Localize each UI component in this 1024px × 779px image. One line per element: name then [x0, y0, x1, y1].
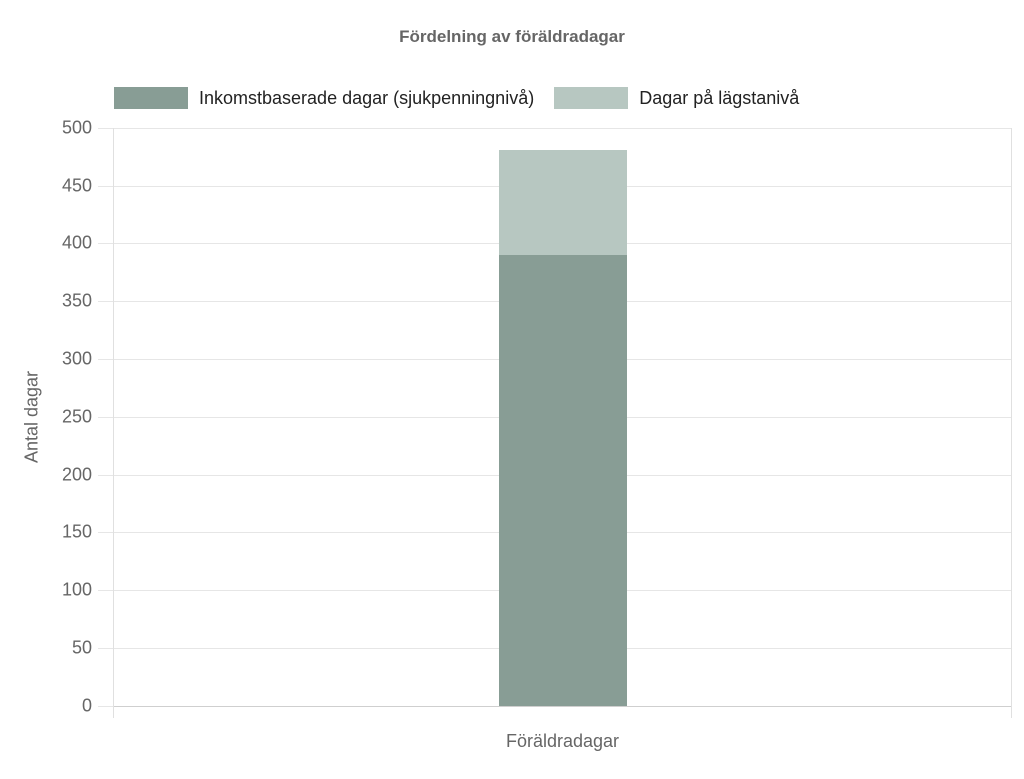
y-axis-line	[113, 128, 114, 718]
tick-mark	[98, 128, 113, 129]
legend-item-income-based[interactable]: Inkomstbaserade dagar (sjukpenningnivå)	[114, 87, 534, 109]
y-tick-label: 250	[61, 406, 92, 427]
legend-swatch-minimum-level	[554, 87, 629, 109]
plot-area	[113, 128, 1012, 718]
tick-mark	[98, 417, 113, 418]
legend-swatch-income-based	[114, 87, 188, 109]
legend-label-income-based: Inkomstbaserade dagar (sjukpenningnivå)	[199, 87, 535, 108]
legend-item-minimum-level[interactable]: Dagar på lägstanivå	[554, 87, 799, 109]
y-tick-label: 450	[61, 175, 92, 196]
legend-label-minimum-level: Dagar på lägstanivå	[639, 87, 800, 108]
gridline	[113, 128, 1012, 129]
legend: Inkomstbaserade dagar (sjukpenningnivå) …	[114, 87, 819, 109]
y-tick-label: 400	[61, 232, 92, 253]
y-tick-label: 350	[61, 290, 92, 311]
tick-mark	[98, 359, 113, 360]
tick-mark	[98, 590, 113, 591]
tick-mark	[98, 186, 113, 187]
tick-mark	[98, 532, 113, 533]
tick-mark	[98, 301, 113, 302]
y-tick-label: 0	[81, 695, 92, 716]
y-tick-label: 200	[61, 464, 92, 485]
chart-title: Fördelning av föräldradagar	[399, 27, 625, 46]
y-tick-label: 50	[71, 637, 92, 658]
tick-mark	[98, 475, 113, 476]
y-tick-label: 100	[61, 579, 92, 600]
right-gridline	[1011, 128, 1012, 718]
y-tick-label: 300	[61, 348, 92, 369]
x-category-label: Föräldradagar	[505, 731, 620, 751]
tick-mark	[98, 648, 113, 649]
y-tick-label: 500	[61, 117, 92, 138]
tick-mark	[98, 706, 113, 707]
x-axis-line	[113, 706, 1012, 707]
tick-mark	[98, 243, 113, 244]
bar-income-based[interactable]	[499, 255, 627, 706]
bar-minimum-level[interactable]	[499, 150, 627, 255]
y-tick-label: 150	[61, 521, 92, 542]
